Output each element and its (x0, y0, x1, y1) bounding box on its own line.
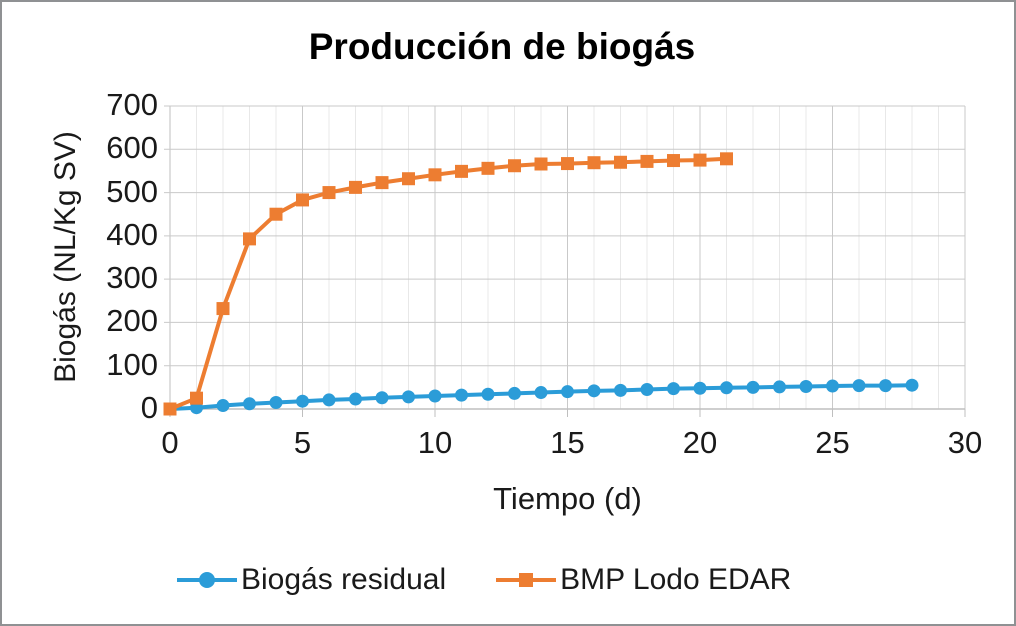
y-tick-label: 600 (106, 130, 158, 166)
legend: Biogás residual BMP Lodo EDAR (177, 563, 791, 597)
data-point (720, 381, 733, 395)
data-point (349, 392, 362, 406)
legend-marker-circle-icon (177, 563, 237, 597)
x-tick-label: 25 (815, 425, 850, 460)
data-point (667, 154, 680, 168)
legend-dot-residual (199, 572, 215, 588)
data-point (481, 161, 495, 175)
data-point (587, 156, 601, 170)
data-point (428, 389, 442, 403)
data-point (905, 378, 919, 392)
y-tick-label: 0 (140, 390, 158, 425)
legend-marker-square-icon (496, 563, 557, 597)
data-point (163, 402, 177, 416)
data-point (481, 387, 495, 401)
data-point (455, 164, 468, 178)
data-point (693, 381, 707, 395)
data-point (534, 157, 548, 171)
data-point (296, 193, 309, 207)
data-point (879, 379, 892, 393)
data-point (296, 394, 309, 408)
data-point (534, 386, 548, 400)
data-point (826, 379, 839, 393)
y-tick-label: 700 (106, 87, 158, 122)
legend-entry-residual: Biogás residual (177, 563, 446, 597)
data-point (349, 180, 362, 194)
data-point (428, 168, 442, 182)
data-point (508, 159, 521, 173)
data-point (190, 391, 203, 405)
data-point (216, 302, 230, 316)
data-point (561, 385, 574, 399)
x-tick-label: 5 (293, 425, 312, 460)
series-line-1 (169, 156, 727, 411)
data-point (746, 380, 760, 394)
legend-entry-bmp: BMP Lodo EDAR (496, 563, 791, 597)
data-point (587, 384, 601, 398)
y-tick-label: 300 (106, 260, 158, 296)
data-point (269, 396, 283, 410)
data-point (720, 152, 733, 166)
plot-area (163, 105, 966, 417)
data-point (216, 399, 230, 413)
legend-square-bmp (519, 573, 534, 587)
x-tick-label: 0 (161, 425, 179, 460)
data-point (561, 157, 574, 171)
data-point (508, 386, 521, 400)
data-point (402, 172, 415, 186)
x-tick-label: 10 (417, 425, 453, 460)
data-point (667, 382, 680, 396)
x-axis-title: Tiempo (d) (493, 481, 642, 516)
data-point (375, 391, 389, 405)
data-point (243, 232, 256, 246)
data-point (402, 390, 415, 404)
x-tick-label: 30 (947, 425, 983, 460)
data-point (375, 176, 389, 190)
data-point (852, 379, 866, 393)
data-point (243, 397, 256, 411)
data-point (614, 383, 627, 397)
x-tick-label: 20 (682, 425, 718, 460)
chart-title: Producción de biogás (308, 26, 696, 67)
data-point (322, 186, 336, 200)
legend-label-residual: Biogás residual (241, 563, 447, 596)
data-point (773, 380, 786, 394)
x-tick-label: 15 (550, 425, 585, 460)
legend-label-bmp: BMP Lodo EDAR (560, 563, 792, 596)
data-point (322, 393, 336, 407)
data-point (614, 155, 627, 169)
data-point (455, 388, 468, 402)
y-tick-label: 200 (106, 303, 158, 339)
data-point (693, 153, 707, 167)
y-tick-label: 400 (106, 216, 158, 252)
data-point (269, 207, 283, 221)
data-point (640, 154, 654, 168)
data-point (640, 383, 654, 397)
y-tick-label: 100 (106, 346, 158, 382)
y-tick-label: 500 (106, 173, 158, 209)
data-point (799, 379, 813, 393)
